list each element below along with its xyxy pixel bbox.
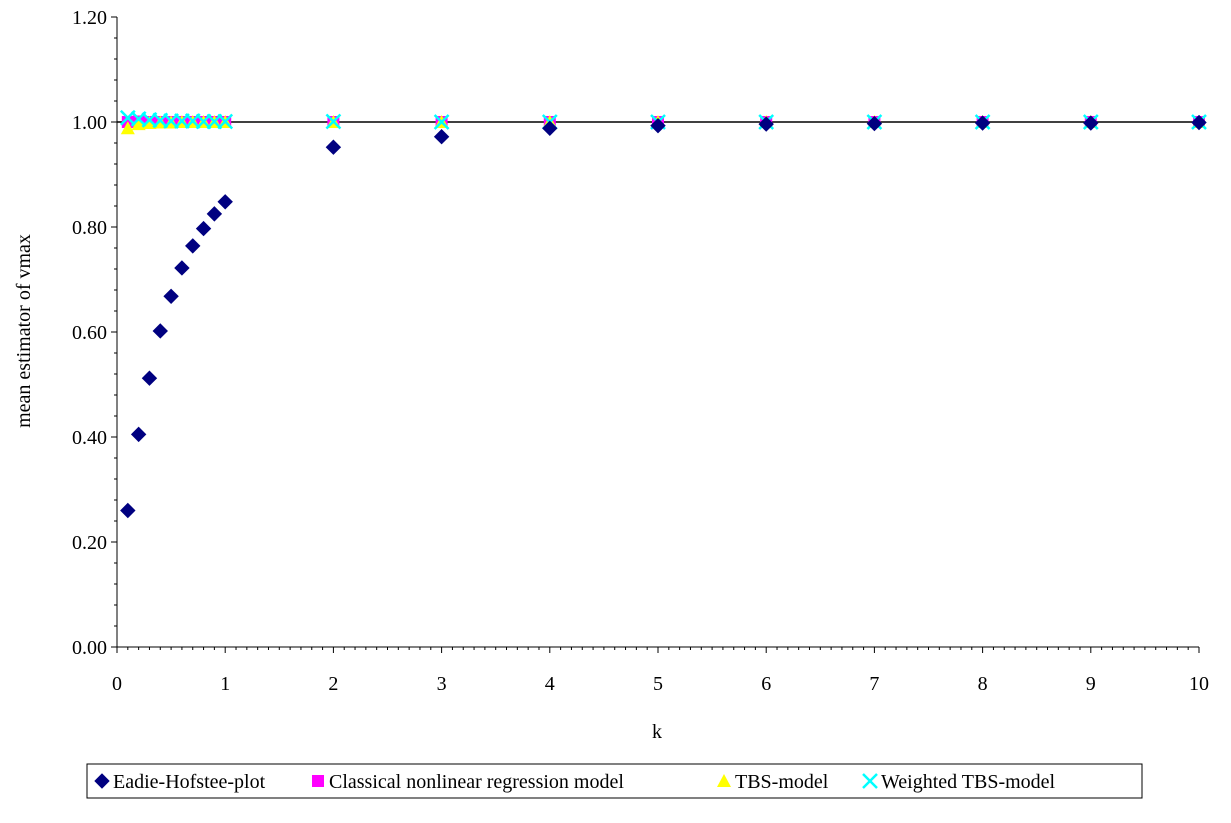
- x-axis-title: k: [652, 721, 662, 743]
- y-tick-label: 0.40: [72, 427, 107, 449]
- legend-entry: Classical nonlinear regression model: [312, 771, 624, 793]
- x-tick-label: 7: [869, 673, 879, 695]
- x-tick-label: 2: [328, 673, 338, 695]
- data-marks: [119, 109, 1207, 519]
- x-marker-stroke: [433, 114, 450, 130]
- y-tick-label: 0.20: [72, 532, 107, 554]
- y-tick-label: 0.00: [72, 637, 107, 659]
- data-point-diamond: [141, 370, 158, 386]
- data-point-diamond: [174, 260, 190, 276]
- legend-box: [86, 763, 1143, 799]
- legend-label: Weighted TBS-model: [881, 771, 1056, 793]
- y-tick-label: 1.00: [72, 112, 107, 134]
- data-point-diamond: [120, 502, 136, 519]
- x-tick-label: 9: [1086, 673, 1096, 695]
- legend-entry: TBS-model: [717, 771, 829, 793]
- data-point-diamond: [542, 120, 558, 137]
- data-point-diamond: [152, 323, 168, 339]
- y-axis-title: mean estimator of vmax: [13, 234, 35, 428]
- data-point-triangle: [142, 116, 157, 130]
- legend-marker-x: [862, 773, 878, 789]
- data-point-diamond: [1083, 115, 1099, 131]
- x-tick-label: 6: [761, 673, 771, 695]
- data-point-diamond: [974, 115, 991, 131]
- data-point-diamond: [163, 288, 179, 305]
- y-tick-label: 0.80: [72, 217, 107, 239]
- legend-entry: Eadie-Hofstee-plot: [94, 771, 266, 793]
- data-point-diamond: [433, 128, 450, 145]
- legend-marker-square: [312, 775, 324, 787]
- x-marker-stroke: [217, 113, 234, 130]
- data-point-triangle: [120, 121, 135, 135]
- x-tick-label: 4: [545, 673, 555, 695]
- series-eadie-hofstee-plot: [120, 114, 1207, 519]
- data-point-x: [217, 113, 234, 130]
- x-tick-label: 3: [437, 673, 447, 695]
- data-point-diamond: [866, 115, 883, 132]
- data-point-diamond: [325, 139, 342, 155]
- axes: 0.00 0.20 0.40 0.60 0.80 1.00 1.20 0 1 2 3 4 5 6 7 8 9 10: [72, 7, 1209, 695]
- x-marker-stroke: [862, 773, 878, 789]
- x-tick-label: 1: [220, 673, 230, 695]
- x-tick-label: 5: [653, 673, 663, 695]
- data-point-diamond: [758, 116, 774, 132]
- legend-label: TBS-model: [735, 771, 829, 793]
- x-tick-label: 8: [978, 673, 988, 695]
- x-marker-stroke: [325, 113, 342, 130]
- y-tick-label: 1.20: [72, 7, 107, 29]
- data-point-x: [325, 113, 342, 130]
- y-tick-label: 0.60: [72, 322, 107, 344]
- data-point-triangle: [131, 117, 146, 131]
- legend-marker-triangle: [717, 774, 731, 787]
- legend-label: Classical nonlinear regression model: [329, 771, 624, 793]
- data-point-diamond: [195, 220, 212, 237]
- legend-label: Eadie-Hofstee-plot: [113, 771, 266, 793]
- x-tick-label: 0: [112, 673, 122, 695]
- legend: Eadie-Hofstee-plot Classical nonlinear re…: [86, 763, 1143, 799]
- data-point-diamond: [1191, 114, 1207, 131]
- data-point-diamond: [206, 206, 223, 222]
- data-point-diamond: [185, 238, 201, 254]
- legend-entry: Weighted TBS-model: [862, 771, 1056, 793]
- data-point-diamond: [130, 426, 147, 443]
- data-point-diamond: [217, 194, 233, 210]
- legend-marker-diamond: [94, 773, 110, 789]
- data-point-x: [433, 114, 450, 130]
- x-tick-label: 10: [1189, 673, 1209, 695]
- data-point-diamond: [650, 117, 666, 134]
